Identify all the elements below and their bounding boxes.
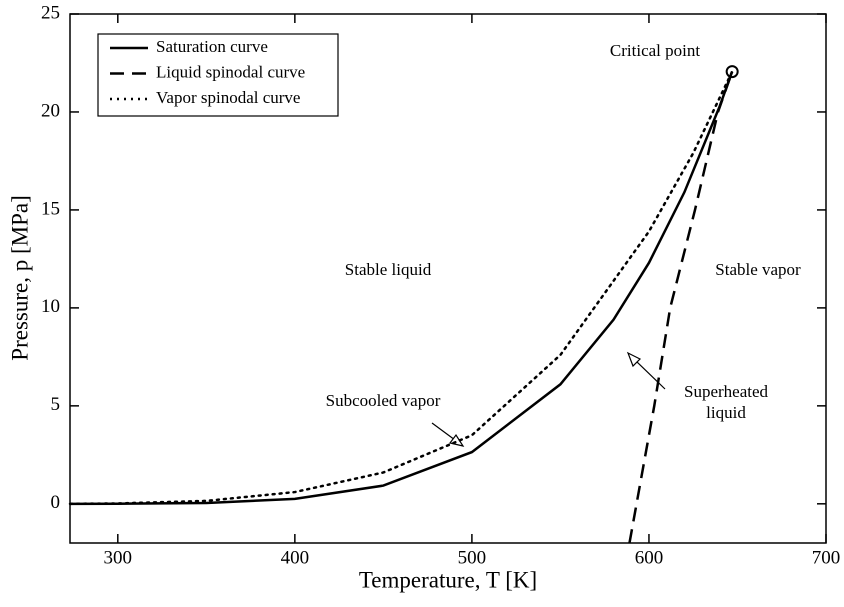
- series-line: [628, 71, 734, 544]
- arrows: [431, 351, 666, 447]
- y-axis-label: Pressure, p [MPa]: [7, 195, 32, 360]
- x-tick-label: 700: [812, 547, 841, 568]
- annotation: Superheated: [684, 382, 769, 401]
- y-tick-label: 15: [41, 198, 60, 219]
- annotation: liquid: [706, 403, 746, 422]
- legend-label: Saturation curve: [156, 37, 268, 56]
- y-tick-label: 0: [51, 492, 61, 513]
- series-line: [69, 71, 734, 506]
- x-tick-label: 500: [458, 547, 487, 568]
- y-tick-label: 10: [41, 296, 60, 317]
- annotation: Stable vapor: [715, 260, 801, 279]
- series-line: [68, 70, 734, 506]
- x-tick-label: 400: [281, 547, 310, 568]
- x-axis-label: Temperature, T [K]: [359, 567, 537, 592]
- annotation: Stable liquid: [345, 260, 432, 279]
- legend-label: Vapor spinodal curve: [156, 88, 300, 107]
- x-tick-label: 300: [104, 547, 133, 568]
- annotation: Subcooled vapor: [326, 391, 441, 410]
- y-tick-label: 20: [41, 100, 60, 121]
- y-tick-label: 25: [41, 2, 60, 23]
- y-tick-label: 5: [51, 394, 61, 415]
- x-tick-label: 600: [635, 547, 664, 568]
- legend-label: Liquid spinodal curve: [156, 62, 305, 81]
- plot-frame: [69, 13, 827, 544]
- annotation: Critical point: [610, 41, 700, 60]
- critical-point: [725, 65, 739, 79]
